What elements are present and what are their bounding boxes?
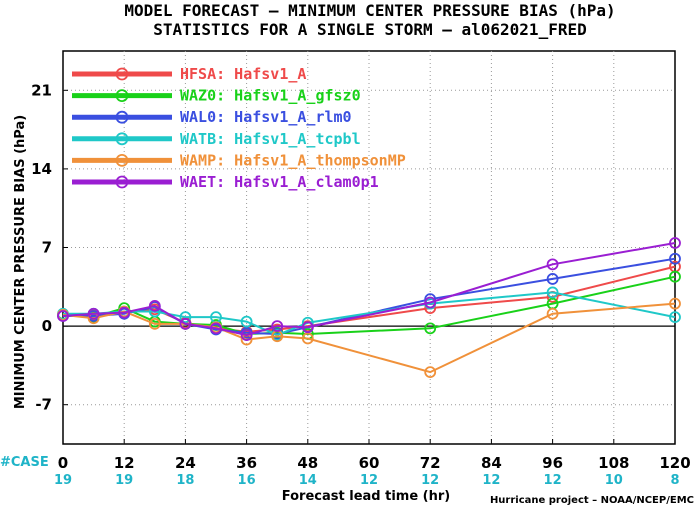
case-count: 12 — [482, 473, 500, 488]
data-point — [240, 315, 253, 328]
legend-label: WAET: Hafsv1_A_clam0p1 — [180, 173, 379, 191]
data-point — [546, 258, 559, 271]
data-point — [179, 317, 192, 330]
legend-item: HFSA: Hafsv1_A — [72, 65, 306, 83]
data-point — [546, 307, 559, 320]
grid — [63, 51, 675, 444]
legend-item: WATB: Hafsv1_A_tcpbl — [72, 130, 361, 148]
data-point — [669, 297, 681, 310]
legend-swatch-marker — [115, 132, 129, 146]
x-tick-label: 108 — [598, 454, 629, 472]
legend-label: WAMP: Hafsv1_A_thompsonMP — [180, 151, 406, 169]
y-tick-label: 21 — [31, 81, 52, 99]
case-count: 12 — [360, 473, 378, 488]
case-count: 19 — [115, 473, 133, 488]
legend-label: WATB: Hafsv1_A_tcpbl — [180, 130, 361, 148]
legend-item: WAMP: Hafsv1_A_thompsonMP — [72, 151, 406, 169]
data-point — [669, 270, 681, 283]
data-point — [546, 286, 559, 299]
chart-subtitle: STATISTICS FOR A SINGLE STORM – al062021… — [153, 20, 586, 39]
legend-label: HFSA: Hafsv1_A — [180, 65, 306, 83]
data-point — [57, 310, 69, 322]
case-count: 16 — [238, 473, 256, 488]
case-label: #CASE — [0, 455, 49, 470]
legend-item: WAZ0: Hafsv1_A_gfsz0 — [72, 87, 361, 105]
case-count: 18 — [176, 473, 194, 488]
x-tick-label: 48 — [297, 454, 318, 472]
y-tick-label: 0 — [42, 317, 52, 335]
legend-label: WAL0: Hafsv1_A_rlm0 — [180, 108, 352, 126]
x-axis-label: Forecast lead time (hr) — [282, 489, 450, 504]
x-tick-label: 36 — [236, 454, 257, 472]
data-point — [179, 311, 192, 324]
credit-text: Hurricane project – NOAA/NCEP/EMC — [490, 495, 694, 506]
case-count: 19 — [54, 473, 72, 488]
data-point — [424, 322, 437, 335]
case-counts: 19 19 18 16 14 12 12 12 12 10 8 — [54, 473, 680, 488]
data-point — [301, 332, 314, 345]
case-count: 14 — [299, 473, 317, 488]
data-point — [669, 311, 681, 324]
x-tick-label: 60 — [359, 454, 380, 472]
y-axis-label: MINIMUM CENTER PRESSURE BIAS (hPa) — [13, 115, 28, 409]
case-count: 12 — [421, 473, 439, 488]
legend-item: WAL0: Hafsv1_A_rlm0 — [72, 108, 352, 126]
chart-title: MODEL FORECAST – MINIMUM CENTER PRESSURE… — [124, 1, 615, 20]
x-tick-label: 120 — [659, 454, 690, 472]
data-point — [210, 322, 222, 335]
y-tick-label: -7 — [35, 396, 52, 414]
data-point — [87, 307, 100, 320]
series-group — [57, 237, 681, 379]
y-tick-label: 7 — [42, 239, 52, 257]
legend-label: WAZ0: Hafsv1_A_gfsz0 — [180, 87, 361, 105]
data-point — [118, 306, 131, 319]
legend-swatch-marker — [115, 89, 129, 102]
data-point — [546, 273, 559, 285]
case-count: 10 — [605, 473, 623, 488]
data-point — [148, 299, 161, 312]
case-count: 8 — [670, 473, 679, 488]
data-point — [271, 320, 284, 333]
data-point — [669, 252, 681, 265]
legend-swatch-marker — [115, 175, 129, 189]
x-tick-label: 96 — [542, 454, 563, 472]
data-point — [424, 296, 437, 309]
data-point — [148, 317, 161, 330]
x-tick-label: 24 — [175, 454, 196, 472]
legend-swatch-marker — [115, 153, 129, 167]
legend-swatch-marker — [115, 67, 129, 81]
data-point — [424, 366, 437, 379]
series — [57, 237, 681, 341]
data-point — [301, 321, 314, 334]
legend-swatch-marker — [115, 110, 129, 124]
y-tick-label: 14 — [31, 160, 52, 178]
legend-item: WAET: Hafsv1_A_clam0p1 — [72, 173, 379, 191]
x-tick-label: 0 — [58, 454, 68, 472]
legend: HFSA: Hafsv1_A WAZ0: Hafsv1_A_gfsz0 WAL0: … — [72, 65, 406, 191]
case-count: 12 — [544, 473, 562, 488]
x-tick-label: 72 — [420, 454, 441, 472]
x-tick-label: 12 — [114, 454, 135, 472]
data-point — [669, 237, 681, 249]
tick-labels: 0 12 24 36 48 60 72 84 96 108 120 21 14 7 0 -7 — [31, 81, 691, 472]
x-tick-label: 84 — [481, 454, 502, 472]
data-point — [240, 329, 253, 341]
